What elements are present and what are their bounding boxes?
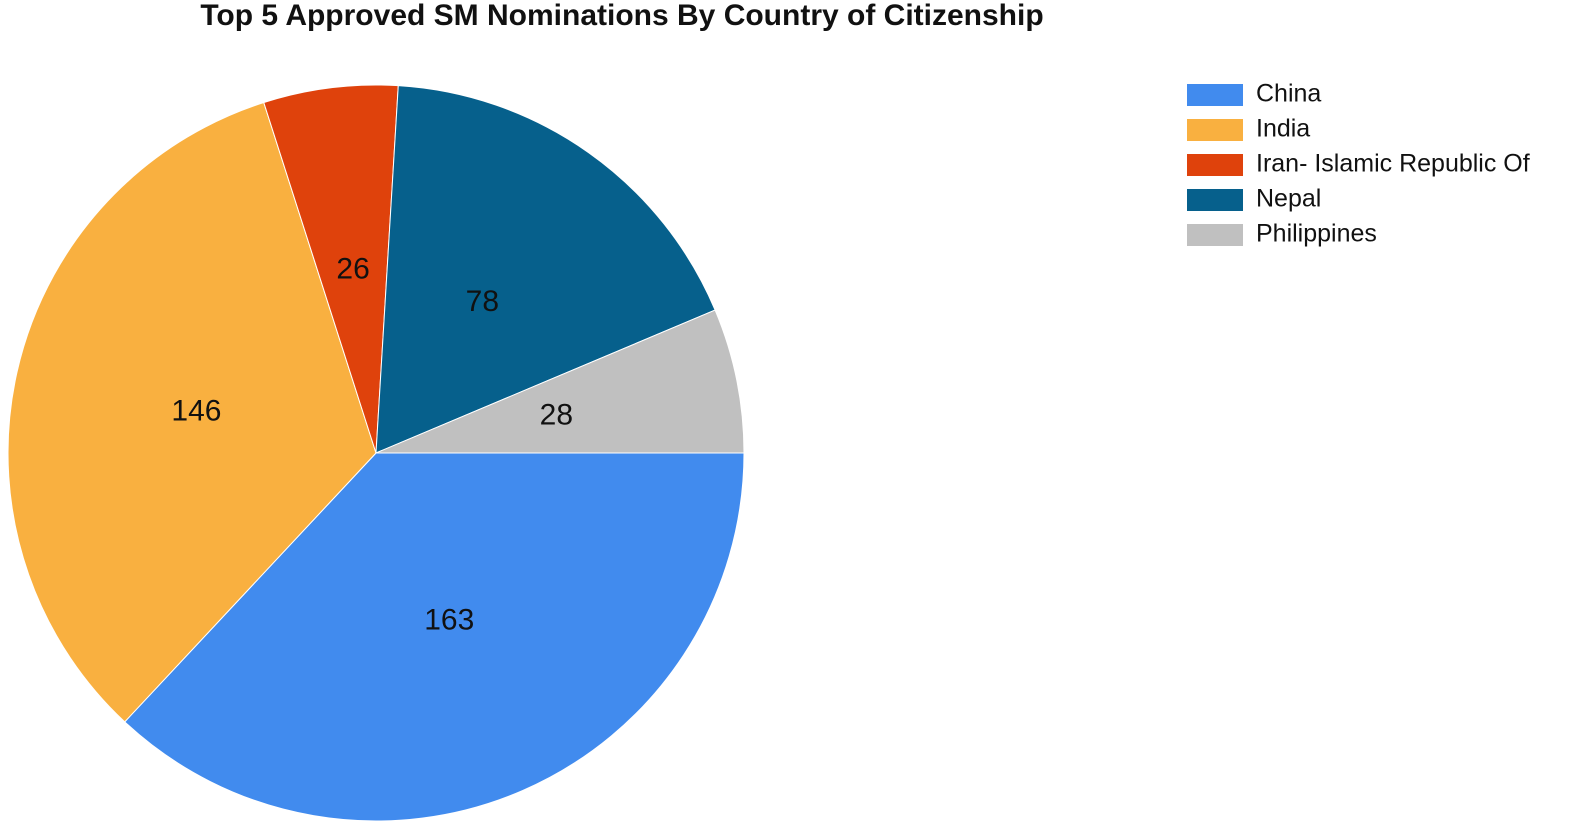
- pie-slice: [263, 84, 399, 454]
- legend-swatch: [1187, 154, 1243, 176]
- legend-swatch: [1187, 224, 1243, 246]
- pie-slice: [124, 452, 745, 822]
- slice-label: 28: [540, 398, 573, 431]
- legend-label: Nepal: [1256, 185, 1321, 213]
- legend-label: Philippines: [1256, 220, 1377, 248]
- legend-swatch: [1187, 84, 1243, 106]
- legend-swatch: [1187, 189, 1243, 211]
- pie-slice: [375, 309, 745, 454]
- slice-label: 78: [466, 285, 499, 318]
- legend-swatch: [1187, 119, 1243, 141]
- slice-label: 26: [336, 252, 369, 285]
- chart-title: Top 5 Approved SM Nominations By Country…: [200, 0, 1043, 32]
- slice-label: 163: [424, 604, 474, 637]
- legend-label: India: [1256, 115, 1310, 143]
- pie-slice: [375, 85, 716, 454]
- slice-label: 146: [171, 395, 221, 428]
- legend-label: China: [1256, 80, 1321, 108]
- legend-label: Iran- Islamic Republic Of: [1256, 150, 1530, 178]
- pie-slice: [7, 101, 377, 723]
